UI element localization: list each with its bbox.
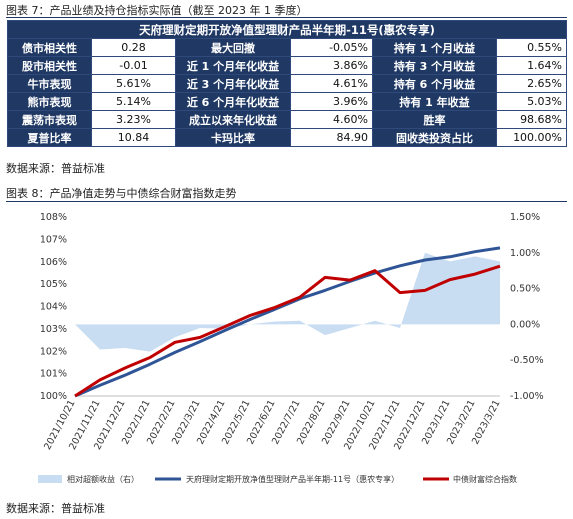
metric-value: 5.14%: [91, 92, 176, 111]
metric-label: 近 1 个月年化收益: [175, 56, 291, 75]
excess-return-area-layer: [75, 252, 500, 352]
legend-swatch-area: [38, 475, 62, 483]
legend-label: 中债财富综合指数: [453, 474, 517, 484]
metric-value: 5.03%: [495, 92, 568, 111]
left-axis-tick-label: 104%: [40, 302, 67, 313]
metric-value: -0.01: [91, 56, 176, 75]
metric-value: 84.90: [290, 128, 373, 147]
metric-label: 胜率: [372, 110, 497, 129]
legend-label: 相对超额收益（右）: [67, 474, 139, 484]
left-axis-tick-label: 107%: [40, 234, 67, 245]
metric-value: 3.96%: [290, 92, 373, 111]
table-row: 债市相关性 0.28 最大回撤 -0.05% 持有 1 个月收益 0.55%: [7, 38, 568, 57]
left-axis-tick-label: 100%: [40, 391, 67, 402]
left-axis-tick-label: 101%: [40, 369, 67, 380]
figure-7-caption: 图表 7：产品业绩及持仓指标实际值（截至 2023 年 1 季度）: [6, 4, 308, 17]
left-axis-tick-label: 102%: [40, 346, 67, 357]
metric-label: 夏普比率: [7, 128, 92, 147]
caption-rule: [6, 17, 567, 18]
metric-label: 固收类投资占比: [372, 128, 497, 147]
metric-label: 近 3 个月年化收益: [175, 74, 291, 93]
metric-label: 持有 1 个月收益: [372, 38, 497, 57]
metric-value: 3.86%: [290, 56, 373, 75]
right-axis-ticks: -1.00% -0.50% 0.00% 0.50% 1.00% 1.50%: [510, 212, 544, 402]
product-nav-line: [74, 246, 501, 398]
line-layer: [74, 246, 501, 398]
metric-label: 股市相关性: [7, 56, 92, 75]
chart-legend: 相对超额收益（右） 天府理财定期开放净值型理财产品半年期-11号（惠农专享） 中债财…: [38, 474, 517, 484]
metric-value: 3.23%: [91, 110, 176, 129]
metric-value: 98.68%: [495, 110, 568, 129]
right-axis-tick-label: 0.00%: [510, 319, 540, 330]
metric-label: 持有 1 年收益: [372, 92, 497, 111]
right-axis-tick-label: -1.00%: [510, 391, 544, 402]
metric-value: 4.60%: [290, 110, 373, 129]
metric-value: 0.55%: [495, 38, 568, 57]
table-row: 股市相关性 -0.01 近 1 个月年化收益 3.86% 持有 3 个月收益 1.64%: [7, 56, 568, 75]
legend-label: 天府理财定期开放净值型理财产品半年期-11号（惠农专享）: [186, 474, 399, 484]
figure-8-caption: 图表 8：产品净值走势与中债综合财富指数走势: [6, 187, 237, 200]
x-axis-ticks: 2021/10/212021/11/212021/12/212022/1/212…: [42, 398, 502, 452]
metric-label: 熊市表现: [7, 92, 92, 111]
caption-rule: [6, 201, 567, 202]
table-row: 牛市表现 5.61% 近 3 个月年化收益 4.61% 持有 6 个月收益 2.65%: [7, 74, 568, 93]
chart-source: 数据来源：普益标准: [6, 502, 105, 515]
left-axis-tick-label: 103%: [40, 324, 67, 335]
metric-label: 债市相关性: [7, 38, 92, 57]
left-axis-tick-label: 106%: [40, 257, 67, 268]
metric-label: 卡玛比率: [175, 128, 291, 147]
metric-label: 持有 3 个月收益: [372, 56, 497, 75]
performance-table: 天府理财定期开放净值型理财产品半年期-11号(惠农专享) 债市相关性 0.28 最大…: [6, 20, 568, 147]
table-row: 夏普比率 10.84 卡玛比率 84.90 固收类投资占比 100.00%: [7, 128, 568, 147]
left-axis-ticks: 100% 101% 102% 103% 104% 105% 106% 107% 108%: [40, 212, 67, 402]
right-axis-tick-label: 1.50%: [510, 212, 540, 223]
metric-value: 2.65%: [495, 74, 568, 93]
left-axis-tick-label: 108%: [40, 212, 67, 223]
right-axis-tick-label: 1.00%: [510, 248, 540, 259]
bond-index-line: [74, 264, 501, 398]
metric-value: 1.64%: [495, 56, 568, 75]
excess-return-area: [75, 252, 500, 352]
table-title: 天府理财定期开放净值型理财产品半年期-11号(惠农专享): [6, 20, 568, 39]
right-axis-tick-label: -0.50%: [510, 355, 544, 366]
metric-label: 成立以来年化收益: [175, 110, 291, 129]
metric-label: 持有 6 个月收益: [372, 74, 497, 93]
metric-value: 100.00%: [495, 128, 568, 147]
metric-label: 震荡市表现: [7, 110, 92, 129]
metric-value: 5.61%: [91, 74, 176, 93]
left-axis-tick-label: 105%: [40, 279, 67, 290]
table-row: 震荡市表现 3.23% 成立以来年化收益 4.60% 胜率 98.68%: [7, 110, 568, 129]
right-axis-tick-label: 0.50%: [510, 284, 540, 295]
metric-value: 10.84: [91, 128, 176, 147]
metric-value: -0.05%: [290, 38, 373, 57]
metric-label: 最大回撤: [175, 38, 291, 57]
metric-label: 近 6 个月年化收益: [175, 92, 291, 111]
nav-trend-chart: 100% 101% 102% 103% 104% 105% 106% 107% 108% -1.…: [38, 212, 544, 484]
table-source: 数据来源：普益标准: [6, 162, 105, 175]
table-row: 熊市表现 5.14% 近 6 个月年化收益 3.96% 持有 1 年收益 5.03%: [7, 92, 568, 111]
metric-value: 0.28: [91, 38, 176, 57]
metric-label: 牛市表现: [7, 74, 92, 93]
metric-value: 4.61%: [290, 74, 373, 93]
